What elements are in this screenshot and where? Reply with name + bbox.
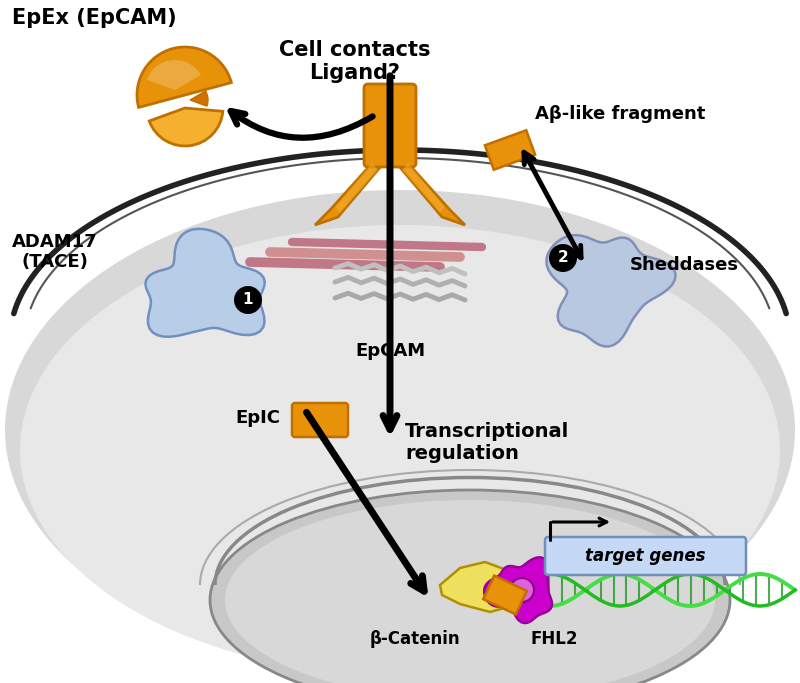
Wedge shape [150,108,223,146]
Text: Cell contacts
Ligand?: Cell contacts Ligand? [279,40,430,83]
Circle shape [234,286,262,314]
Ellipse shape [5,190,795,670]
Polygon shape [440,562,520,612]
Circle shape [549,244,577,272]
Text: 2: 2 [558,251,568,266]
Polygon shape [315,160,382,225]
Text: target genes: target genes [586,547,706,565]
Text: Transcriptional
regulation: Transcriptional regulation [405,422,570,463]
Polygon shape [398,160,465,225]
Polygon shape [146,229,265,337]
Wedge shape [137,47,231,107]
Text: β-Catenin: β-Catenin [370,630,460,648]
Polygon shape [402,163,445,213]
Wedge shape [190,91,208,106]
Text: 1: 1 [242,292,254,307]
Text: EpIC: EpIC [235,409,280,427]
Ellipse shape [20,225,780,675]
Polygon shape [484,557,552,623]
Text: EpEx (EpCAM): EpEx (EpCAM) [12,8,177,28]
FancyBboxPatch shape [292,403,348,437]
Wedge shape [147,60,201,90]
Text: Sheddases: Sheddases [630,256,739,274]
Text: FHL2: FHL2 [530,630,578,648]
Text: EpCAM: EpCAM [355,342,425,360]
Circle shape [510,578,534,602]
Text: ADAM17
(TACE): ADAM17 (TACE) [12,233,98,271]
Polygon shape [485,130,535,170]
Ellipse shape [225,500,715,683]
FancyBboxPatch shape [545,537,746,575]
Polygon shape [483,576,527,615]
Text: Aβ-like fragment: Aβ-like fragment [535,105,706,123]
FancyBboxPatch shape [364,84,416,167]
Ellipse shape [210,490,730,683]
Polygon shape [335,163,378,213]
Polygon shape [546,235,676,346]
